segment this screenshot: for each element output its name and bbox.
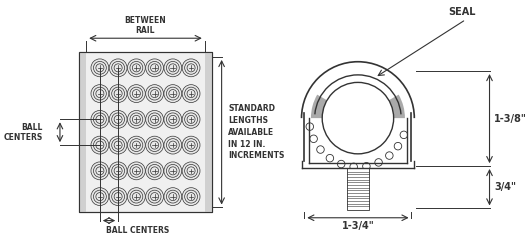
Circle shape [164,85,182,103]
Circle shape [317,146,324,153]
Circle shape [322,83,394,154]
Circle shape [164,162,182,180]
Text: 1-3/8": 1-3/8" [494,113,527,124]
Circle shape [386,152,393,159]
Bar [79,52,212,212]
Circle shape [306,123,314,130]
Circle shape [363,162,370,170]
Text: BALL CENTERS: BALL CENTERS [106,226,169,235]
Circle shape [91,110,109,128]
Circle shape [182,136,200,154]
Circle shape [182,188,200,205]
Circle shape [375,159,382,166]
Circle shape [145,110,163,128]
Text: BETWEEN
RAIL: BETWEEN RAIL [125,16,166,35]
Circle shape [109,110,127,128]
Circle shape [109,162,127,180]
Text: 1-3/4": 1-3/4" [342,221,375,231]
Circle shape [164,59,182,77]
Circle shape [109,136,127,154]
Circle shape [394,142,402,150]
Circle shape [127,59,145,77]
Circle shape [350,163,358,171]
Bar [205,52,212,212]
Circle shape [127,136,145,154]
Text: SEAL: SEAL [448,7,476,17]
Bar [346,168,369,210]
Circle shape [109,188,127,205]
Text: BALL
CENTERS: BALL CENTERS [4,122,43,142]
Circle shape [91,59,109,77]
Circle shape [310,135,317,143]
Circle shape [400,131,408,139]
Circle shape [326,154,334,162]
Circle shape [109,85,127,103]
Circle shape [127,188,145,205]
Circle shape [91,188,109,205]
Circle shape [127,162,145,180]
Circle shape [127,85,145,103]
Text: 3/4": 3/4" [494,182,516,192]
Circle shape [164,136,182,154]
Text: STANDARD
LENGTHS
AVAILABLE
IN 12 IN.
INCREMENTS: STANDARD LENGTHS AVAILABLE IN 12 IN. INC… [228,104,285,160]
Circle shape [109,59,127,77]
Circle shape [145,136,163,154]
Circle shape [91,136,109,154]
Circle shape [145,188,163,205]
Circle shape [145,162,163,180]
Circle shape [182,162,200,180]
Bar [79,52,212,212]
Wedge shape [386,95,405,118]
Circle shape [91,162,109,180]
Circle shape [164,110,182,128]
Circle shape [182,85,200,103]
Circle shape [145,85,163,103]
Circle shape [145,59,163,77]
Bar [79,52,86,212]
Circle shape [338,160,345,168]
Circle shape [91,85,109,103]
Circle shape [182,59,200,77]
Circle shape [164,188,182,205]
Circle shape [127,110,145,128]
Circle shape [182,110,200,128]
Wedge shape [311,95,330,118]
